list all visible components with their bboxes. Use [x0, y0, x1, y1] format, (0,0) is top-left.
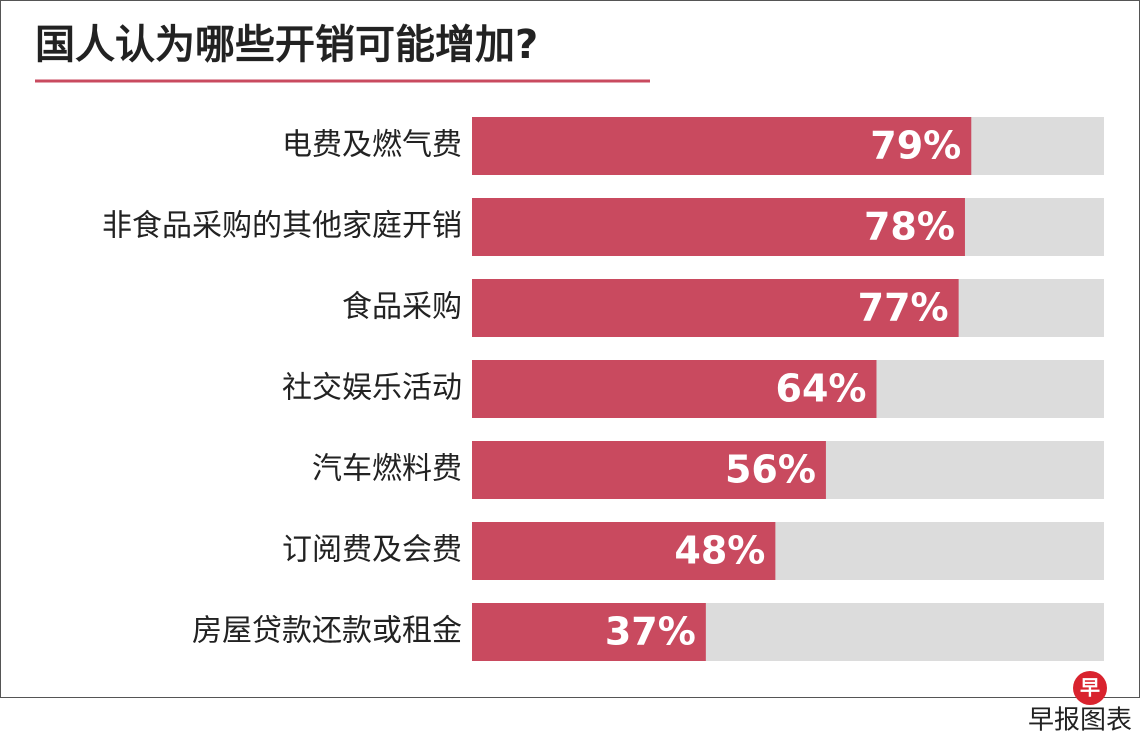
y-tick-label: 房屋贷款还款或租金	[192, 614, 462, 649]
chart-title: 国人认为哪些开销可能增加?	[35, 22, 538, 68]
logo-badge	[1073, 671, 1107, 705]
bar	[472, 522, 776, 580]
value-label: 79%	[870, 124, 961, 168]
value-label: 78%	[864, 205, 955, 249]
bar	[472, 603, 706, 661]
y-tick-label: 电费及燃气费	[282, 128, 462, 163]
value-label: 64%	[776, 367, 867, 411]
logo: 早	[1080, 676, 1100, 700]
y-tick-label: 非食品采购的其他家庭开销	[102, 209, 462, 244]
value-label: 56%	[725, 448, 816, 492]
frame	[0, 0, 1140, 698]
y-tick-label: 社交娱乐活动	[282, 371, 462, 406]
bar	[472, 198, 965, 256]
bar	[472, 441, 826, 499]
value-label: 77%	[858, 286, 949, 330]
credit: 早报图表	[1028, 706, 1132, 736]
bar	[472, 117, 972, 175]
y-tick-label: 汽车燃料费	[312, 452, 462, 487]
y-tick-label: 订阅费及会费	[282, 533, 462, 568]
bar	[472, 360, 877, 418]
bar	[472, 279, 959, 337]
value-label: 48%	[674, 529, 765, 573]
value-label: 37%	[605, 610, 696, 654]
y-tick-label: 食品采购	[342, 290, 462, 325]
